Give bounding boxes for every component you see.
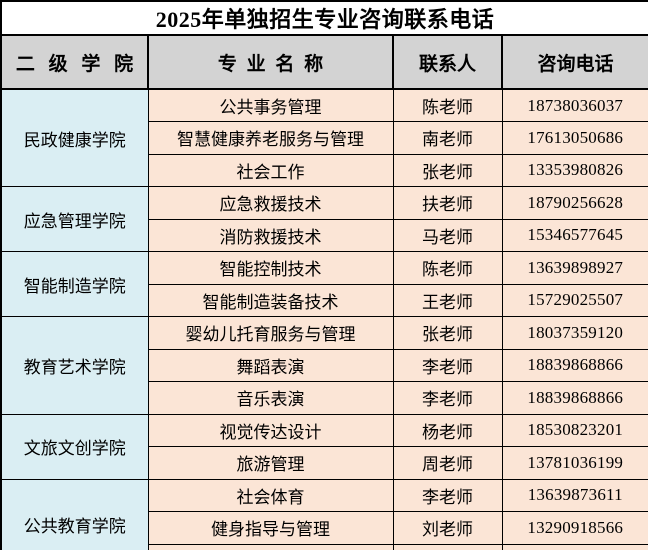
major-cell: 音乐表演: [147, 381, 394, 415]
empty-cell: [501, 543, 648, 550]
contact-cell: 陈老师: [392, 88, 503, 122]
major-cell: 社会体育: [147, 478, 394, 512]
phone-cell: 18839868866: [501, 381, 648, 415]
contact-cell: 马老师: [392, 218, 503, 252]
table-row: 文旅文创学院 视觉传达设计 杨老师 18530823201: [0, 413, 648, 480]
empty-cell: [392, 543, 503, 550]
contact-cell: 王老师: [392, 283, 503, 317]
contact-cell: 杨老师: [392, 413, 503, 447]
major-cell: 应急救援技术: [147, 186, 394, 220]
column-header-college: 二 级 学 院: [0, 34, 149, 90]
contact-cell: 刘老师: [392, 511, 503, 545]
contact-cell: 李老师: [392, 478, 503, 512]
column-header-contact: 联系人: [392, 34, 503, 90]
header-row: 二 级 学 院 专 业 名 称 联系人 咨询电话: [0, 34, 648, 90]
table-row: 应急管理学院 应急救援技术 扶老师 18790256628: [0, 186, 648, 252]
major-cell: 健身指导与管理: [147, 511, 394, 545]
phone-cell: 15729025507: [501, 283, 648, 317]
major-cell: 智能控制技术: [147, 251, 394, 285]
major-cell: 舞蹈表演: [147, 348, 394, 382]
phone-cell: 18530823201: [501, 413, 648, 447]
major-cell: 智能制造装备技术: [147, 283, 394, 317]
phone-cell: 13639898927: [501, 251, 648, 285]
table-row: 旅游管理 周老师 13781036199: [1, 446, 648, 480]
title-row: 2025年单独招生专业咨询联系电话: [0, 0, 648, 36]
phone-cell: 17613050686: [501, 121, 648, 155]
phone-cell: 18839868866: [501, 348, 648, 382]
major-cell: 公共事务管理: [147, 88, 394, 122]
college-cell: 公共教育学院: [0, 478, 149, 550]
college-cell: 智能制造学院: [0, 251, 149, 317]
table-row: 民政健康学院 公共事务管理 陈老师 18738036037: [0, 88, 648, 187]
major-cell: 旅游管理: [147, 446, 394, 480]
table-row: 教育艺术学院 婴幼儿托育服务与管理 张老师 18037359120: [0, 316, 648, 415]
table-row: 健身指导与管理 刘老师 13290918566: [1, 511, 648, 545]
phone-cell: 18790256628: [501, 186, 648, 220]
contact-cell: 张老师: [392, 316, 503, 350]
table-row: 公共教育学院 社会体育 李老师 13639873611: [0, 478, 648, 550]
contact-cell: 张老师: [392, 153, 503, 187]
college-cell: 民政健康学院: [0, 88, 149, 187]
phone-cell: 13639873611: [501, 478, 648, 512]
contact-cell: 李老师: [392, 381, 503, 415]
contact-cell: 陈老师: [392, 251, 503, 285]
phone-cell: 15346577645: [501, 218, 648, 252]
college-cell: 应急管理学院: [0, 186, 149, 252]
table-row: 音乐表演 李老师 18839868866: [1, 381, 648, 415]
table-row-partial: [1, 543, 648, 550]
table-row: 智慧健康养老服务与管理 南老师 17613050686: [1, 121, 648, 155]
contact-cell: 南老师: [392, 121, 503, 155]
page-title: 2025年单独招生专业咨询联系电话: [0, 0, 648, 36]
phone-cell: 13353980826: [501, 153, 648, 187]
table-row: 消防救援技术 马老师 15346577645: [1, 218, 648, 252]
major-cell: 智慧健康养老服务与管理: [147, 121, 394, 155]
contact-cell: 李老师: [392, 348, 503, 382]
phone-cell: 18738036037: [501, 88, 648, 122]
major-cell: 社会工作: [147, 153, 394, 187]
major-cell: 婴幼儿托育服务与管理: [147, 316, 394, 350]
empty-cell: [147, 543, 394, 550]
table-row: 智能制造学院 智能控制技术 陈老师 13639898927: [0, 251, 648, 317]
major-cell: 消防救援技术: [147, 218, 394, 252]
phone-cell: 13290918566: [501, 511, 648, 545]
college-cell: 文旅文创学院: [0, 413, 149, 480]
column-header-major: 专 业 名 称: [147, 34, 394, 90]
phone-cell: 18037359120: [501, 316, 648, 350]
phone-cell: 13781036199: [501, 446, 648, 480]
contact-cell: 周老师: [392, 446, 503, 480]
college-cell: 教育艺术学院: [0, 316, 149, 415]
major-cell: 视觉传达设计: [147, 413, 394, 447]
table-row: 智能制造装备技术 王老师 15729025507: [1, 283, 648, 317]
column-header-phone: 咨询电话: [500, 34, 648, 90]
contact-cell: 扶老师: [392, 186, 503, 220]
